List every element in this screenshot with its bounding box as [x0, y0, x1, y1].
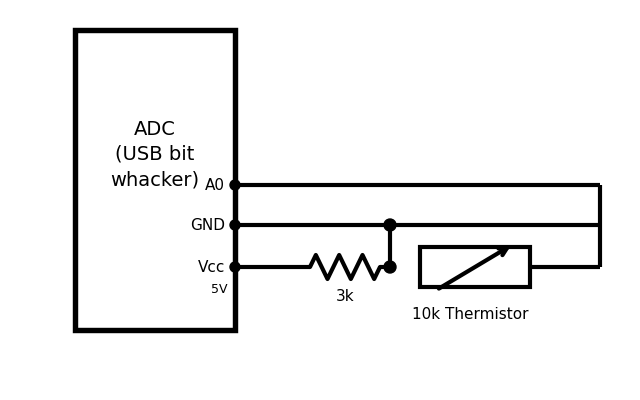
- Bar: [75, 30, 235, 330]
- Text: 5V: 5V: [211, 283, 227, 296]
- Text: ADC
(USB bit
whacker): ADC (USB bit whacker): [111, 120, 200, 189]
- Text: A0: A0: [205, 178, 225, 192]
- Circle shape: [384, 261, 396, 273]
- Bar: [420, 247, 530, 287]
- Circle shape: [230, 262, 240, 272]
- Text: 10k Thermistor: 10k Thermistor: [412, 307, 528, 322]
- Circle shape: [230, 180, 240, 190]
- Text: 3k: 3k: [336, 289, 355, 304]
- Circle shape: [230, 220, 240, 230]
- Text: Vcc: Vcc: [198, 260, 225, 274]
- Circle shape: [384, 219, 396, 231]
- Text: GND: GND: [190, 218, 225, 232]
